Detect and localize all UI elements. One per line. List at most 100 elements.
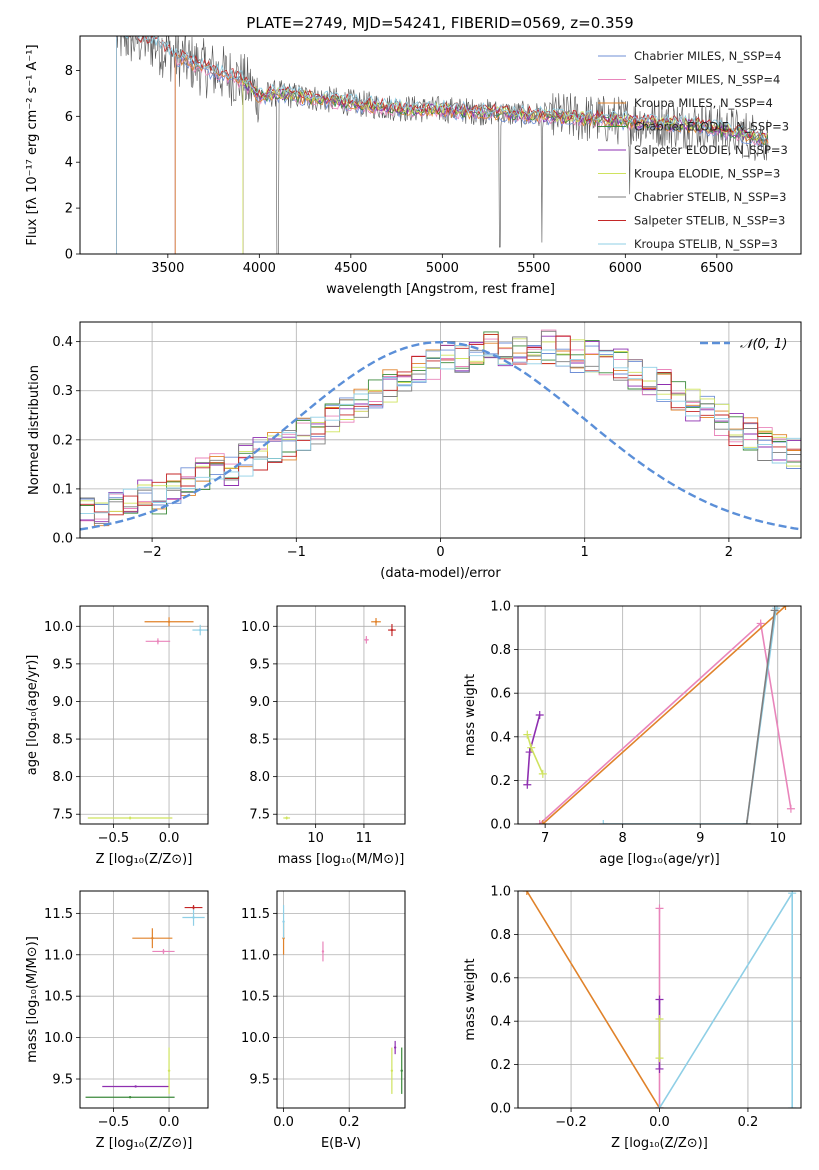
y-tick-label: 0.4	[490, 730, 511, 745]
residual-histogram-series	[80, 331, 801, 515]
y-tick-label: 7.5	[249, 808, 270, 823]
model-spectrum-line	[116, 36, 767, 254]
x-tick-label: 5000	[426, 261, 459, 276]
spectrum-plot-area	[116, 36, 769, 254]
y-tick-label: 1.0	[490, 600, 511, 615]
residual-histogram-series	[80, 335, 801, 523]
axes-frame	[79, 890, 209, 1109]
y-tick-label: 9.5	[249, 657, 270, 672]
y-tick-label: 0.4	[52, 335, 73, 350]
y-axis-label: age [log₁₀(age/yr)]	[25, 655, 40, 776]
y-tick-label: 0.8	[490, 928, 511, 943]
weight-marker	[523, 780, 532, 789]
mass-vs-extinction-panel: 0.0 0.2 9.5 10.0 10.5 11.0 11.5 E(B-V)	[241, 890, 406, 1151]
y-tick-label: 0.2	[490, 774, 511, 789]
y-tick-label: 9.0	[249, 695, 270, 710]
y-tick-label: 7.5	[52, 808, 73, 823]
residual-histogram-series	[80, 333, 801, 512]
y-tick-label: 0	[65, 248, 73, 263]
y-axis-label: mass weight	[463, 958, 478, 1040]
y-tick-label: 10.0	[44, 1031, 73, 1046]
weight-marker	[655, 1015, 664, 1024]
y-tick-label: 9.5	[249, 1073, 270, 1088]
weight-marker	[655, 1054, 664, 1063]
age-vs-mass-panel: 10 11 7.5 8.0 8.5 9.0 9.5 10.0 mass [log₁₀(M/M⊙)…	[241, 605, 406, 867]
data-point	[128, 816, 132, 820]
data-point	[321, 950, 325, 953]
weight-marker	[599, 820, 608, 824]
weight-plot-area	[523, 606, 795, 824]
x-tick-label: 0.0	[159, 1115, 180, 1130]
spectrum-legend: Chabrier MILES, N_SSP=4 Salpeter MILES, N…	[598, 49, 789, 251]
y-tick-label: 10.0	[241, 1031, 270, 1046]
normal-distribution-curve	[80, 340, 801, 531]
axes-frame	[276, 890, 406, 1109]
y-tick-label: 4	[65, 156, 73, 171]
mass-vs-metallicity-panel: −0.5 0.0 9.5 10.0 10.5 11.0 11.5 Z [log₁₀(Z/Z⊙)…	[25, 890, 209, 1151]
y-tick-label: 11.5	[241, 907, 270, 922]
weight-vs-age-panel: 7 8 9 10 0.0 0.2 0.4 0.6 0.8 1.0 age [log₁₀(age/yr…	[463, 600, 802, 867]
legend-entry: 𝒩(0, 1)	[740, 337, 787, 352]
scatter-plot-area	[283, 618, 396, 820]
x-tick-label: 7	[541, 831, 549, 846]
x-tick-label: 0	[436, 545, 444, 560]
axes-frame	[79, 321, 802, 539]
x-tick-label: 6500	[700, 261, 733, 276]
data-point	[128, 1096, 132, 1099]
y-tick-label: 0.4	[490, 1015, 511, 1030]
x-tick-label: 3500	[151, 261, 184, 276]
residuals-panel: −2 −1 0 1 2 0.0 0.1 0.2 0.3 0.4 (data-model)/error…	[27, 321, 802, 581]
x-tick-label: 8	[619, 831, 627, 846]
weight-marker	[781, 606, 790, 610]
data-point	[374, 620, 378, 623]
y-axis-label: Normed distribution	[27, 365, 42, 495]
legend-entry: Chabrier MILES, N_SSP=4	[634, 49, 781, 63]
weight-marker	[756, 619, 765, 628]
weight-series-line	[542, 606, 787, 824]
weight-marker	[655, 1104, 664, 1108]
axes-frame	[517, 890, 802, 1109]
y-tick-label: 10.0	[241, 620, 270, 635]
legend-entry: Salpeter MILES, N_SSP=4	[634, 73, 780, 87]
y-tick-label: 10.5	[44, 990, 73, 1005]
y-tick-label: 0.0	[490, 1102, 511, 1117]
y-tick-label: 8.5	[52, 733, 73, 748]
y-tick-label: 8.5	[249, 733, 270, 748]
weight-marker	[535, 820, 544, 824]
x-axis-label: Z [log₁₀(Z/Z⊙)]	[96, 852, 193, 867]
data-point	[393, 1046, 397, 1049]
x-tick-label: 0.0	[273, 1115, 294, 1130]
weight-series-line	[526, 891, 661, 1108]
legend-entry: Kroupa MILES, N_SSP=4	[634, 96, 773, 110]
y-tick-label: 11.0	[241, 948, 270, 963]
scatter-plot-area	[87, 617, 208, 820]
y-tick-label: 0.0	[490, 818, 511, 833]
weight-vs-metallicity-panel: −0.2 0.0 0.2 0.0 0.2 0.4 0.6 0.8 1.0 Z [log₁₀(Z/Z…	[463, 885, 802, 1151]
x-axis-label: Z [log₁₀(Z/Z⊙)]	[611, 1136, 708, 1151]
weight-series-line	[745, 610, 776, 824]
x-tick-label: 10	[307, 831, 324, 846]
scatter-plot-area	[282, 905, 403, 1094]
x-tick-label: 1	[581, 545, 589, 560]
x-axis-label: mass [log₁₀(M/M⊙)]	[278, 852, 405, 867]
weight-marker	[655, 1064, 664, 1073]
weight-marker	[538, 820, 547, 824]
data-point	[285, 816, 288, 820]
weight-marker	[522, 891, 531, 895]
x-tick-label: −0.5	[98, 1115, 130, 1130]
x-axis-label: E(B-V)	[321, 1136, 361, 1151]
weight-marker	[655, 995, 664, 1004]
legend-entry: Salpeter STELIB, N_SSP=3	[634, 214, 785, 228]
x-tick-label: 0.2	[339, 1115, 360, 1130]
data-point	[199, 628, 202, 632]
axes-frame	[276, 605, 406, 825]
residual-histogram-series	[80, 342, 801, 527]
data-point	[390, 1069, 394, 1072]
data-point	[151, 937, 154, 940]
x-tick-label: 9	[696, 831, 704, 846]
weight-series-line	[603, 608, 777, 824]
y-tick-label: 1.0	[490, 885, 511, 900]
legend-entry: Kroupa STELIB, N_SSP=3	[634, 237, 778, 251]
x-axis-label: Z [log₁₀(Z/Z⊙)]	[96, 1136, 193, 1151]
legend-entry: Chabrier STELIB, N_SSP=3	[634, 190, 786, 204]
